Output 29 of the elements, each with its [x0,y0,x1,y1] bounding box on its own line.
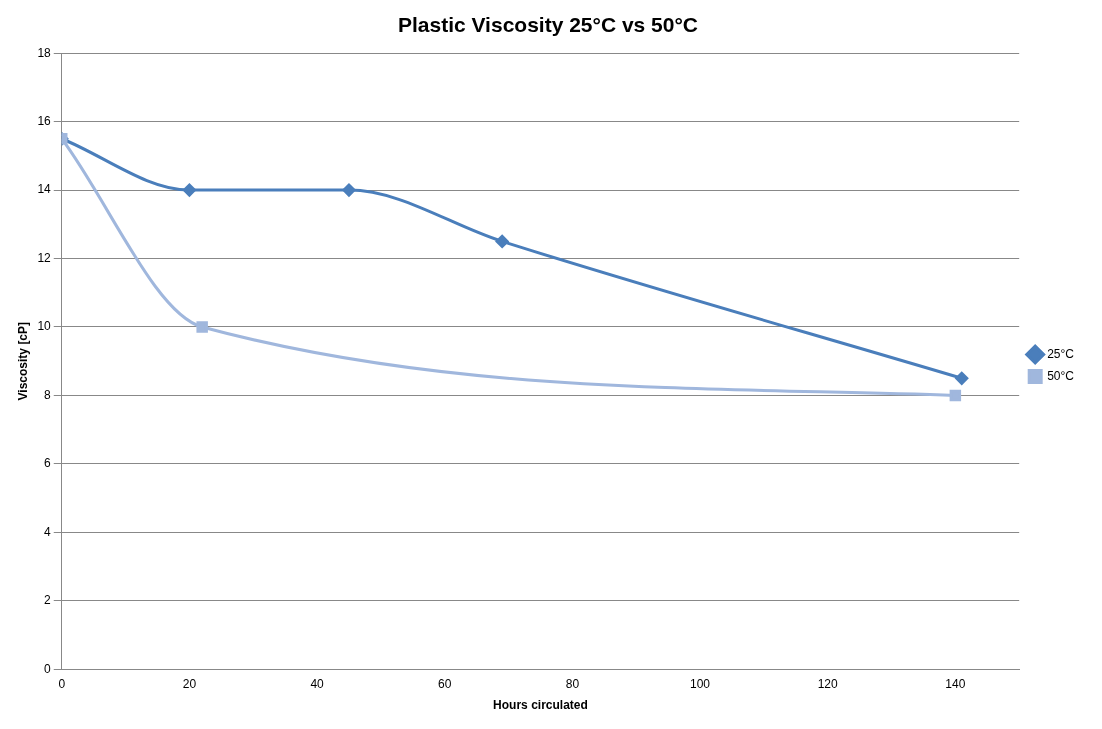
x-tick-label: 0 [58,676,66,691]
point [196,321,208,333]
y-tick-label: 4 [44,524,52,539]
y-tick-label: 8 [44,387,52,402]
y-tick-label: 0 [44,661,52,676]
y-axis-title: Viscosity [cP] [15,321,30,401]
x-tick-label: 80 [565,676,580,691]
y-tick-label: 18 [37,45,52,60]
x-tick-label: 20 [182,676,197,691]
y-tick-label: 12 [37,250,52,265]
x-tick-label: 40 [310,676,325,691]
x-axis-title: Hours circulated [493,698,588,713]
y-tick-label: 16 [37,113,52,128]
x-tick-label: 140 [945,676,966,691]
x-tick-label: 120 [817,676,839,691]
y-tick-label: 14 [37,182,52,197]
y-tick-label: 2 [44,593,52,608]
legend-label: 50°C [1047,368,1075,383]
x-tick-label: 60 [438,676,452,691]
y-tick-label: 10 [37,319,52,334]
y-tick-label: 6 [44,456,52,471]
point [955,371,969,385]
x-tick-label: 100 [690,676,711,691]
point [495,234,509,248]
chart-title: Plastic Viscosity 25°C vs 50°C [397,13,699,37]
point [949,389,962,402]
legend-label: 25°C [1047,346,1075,361]
point [182,183,196,197]
point [342,183,356,197]
